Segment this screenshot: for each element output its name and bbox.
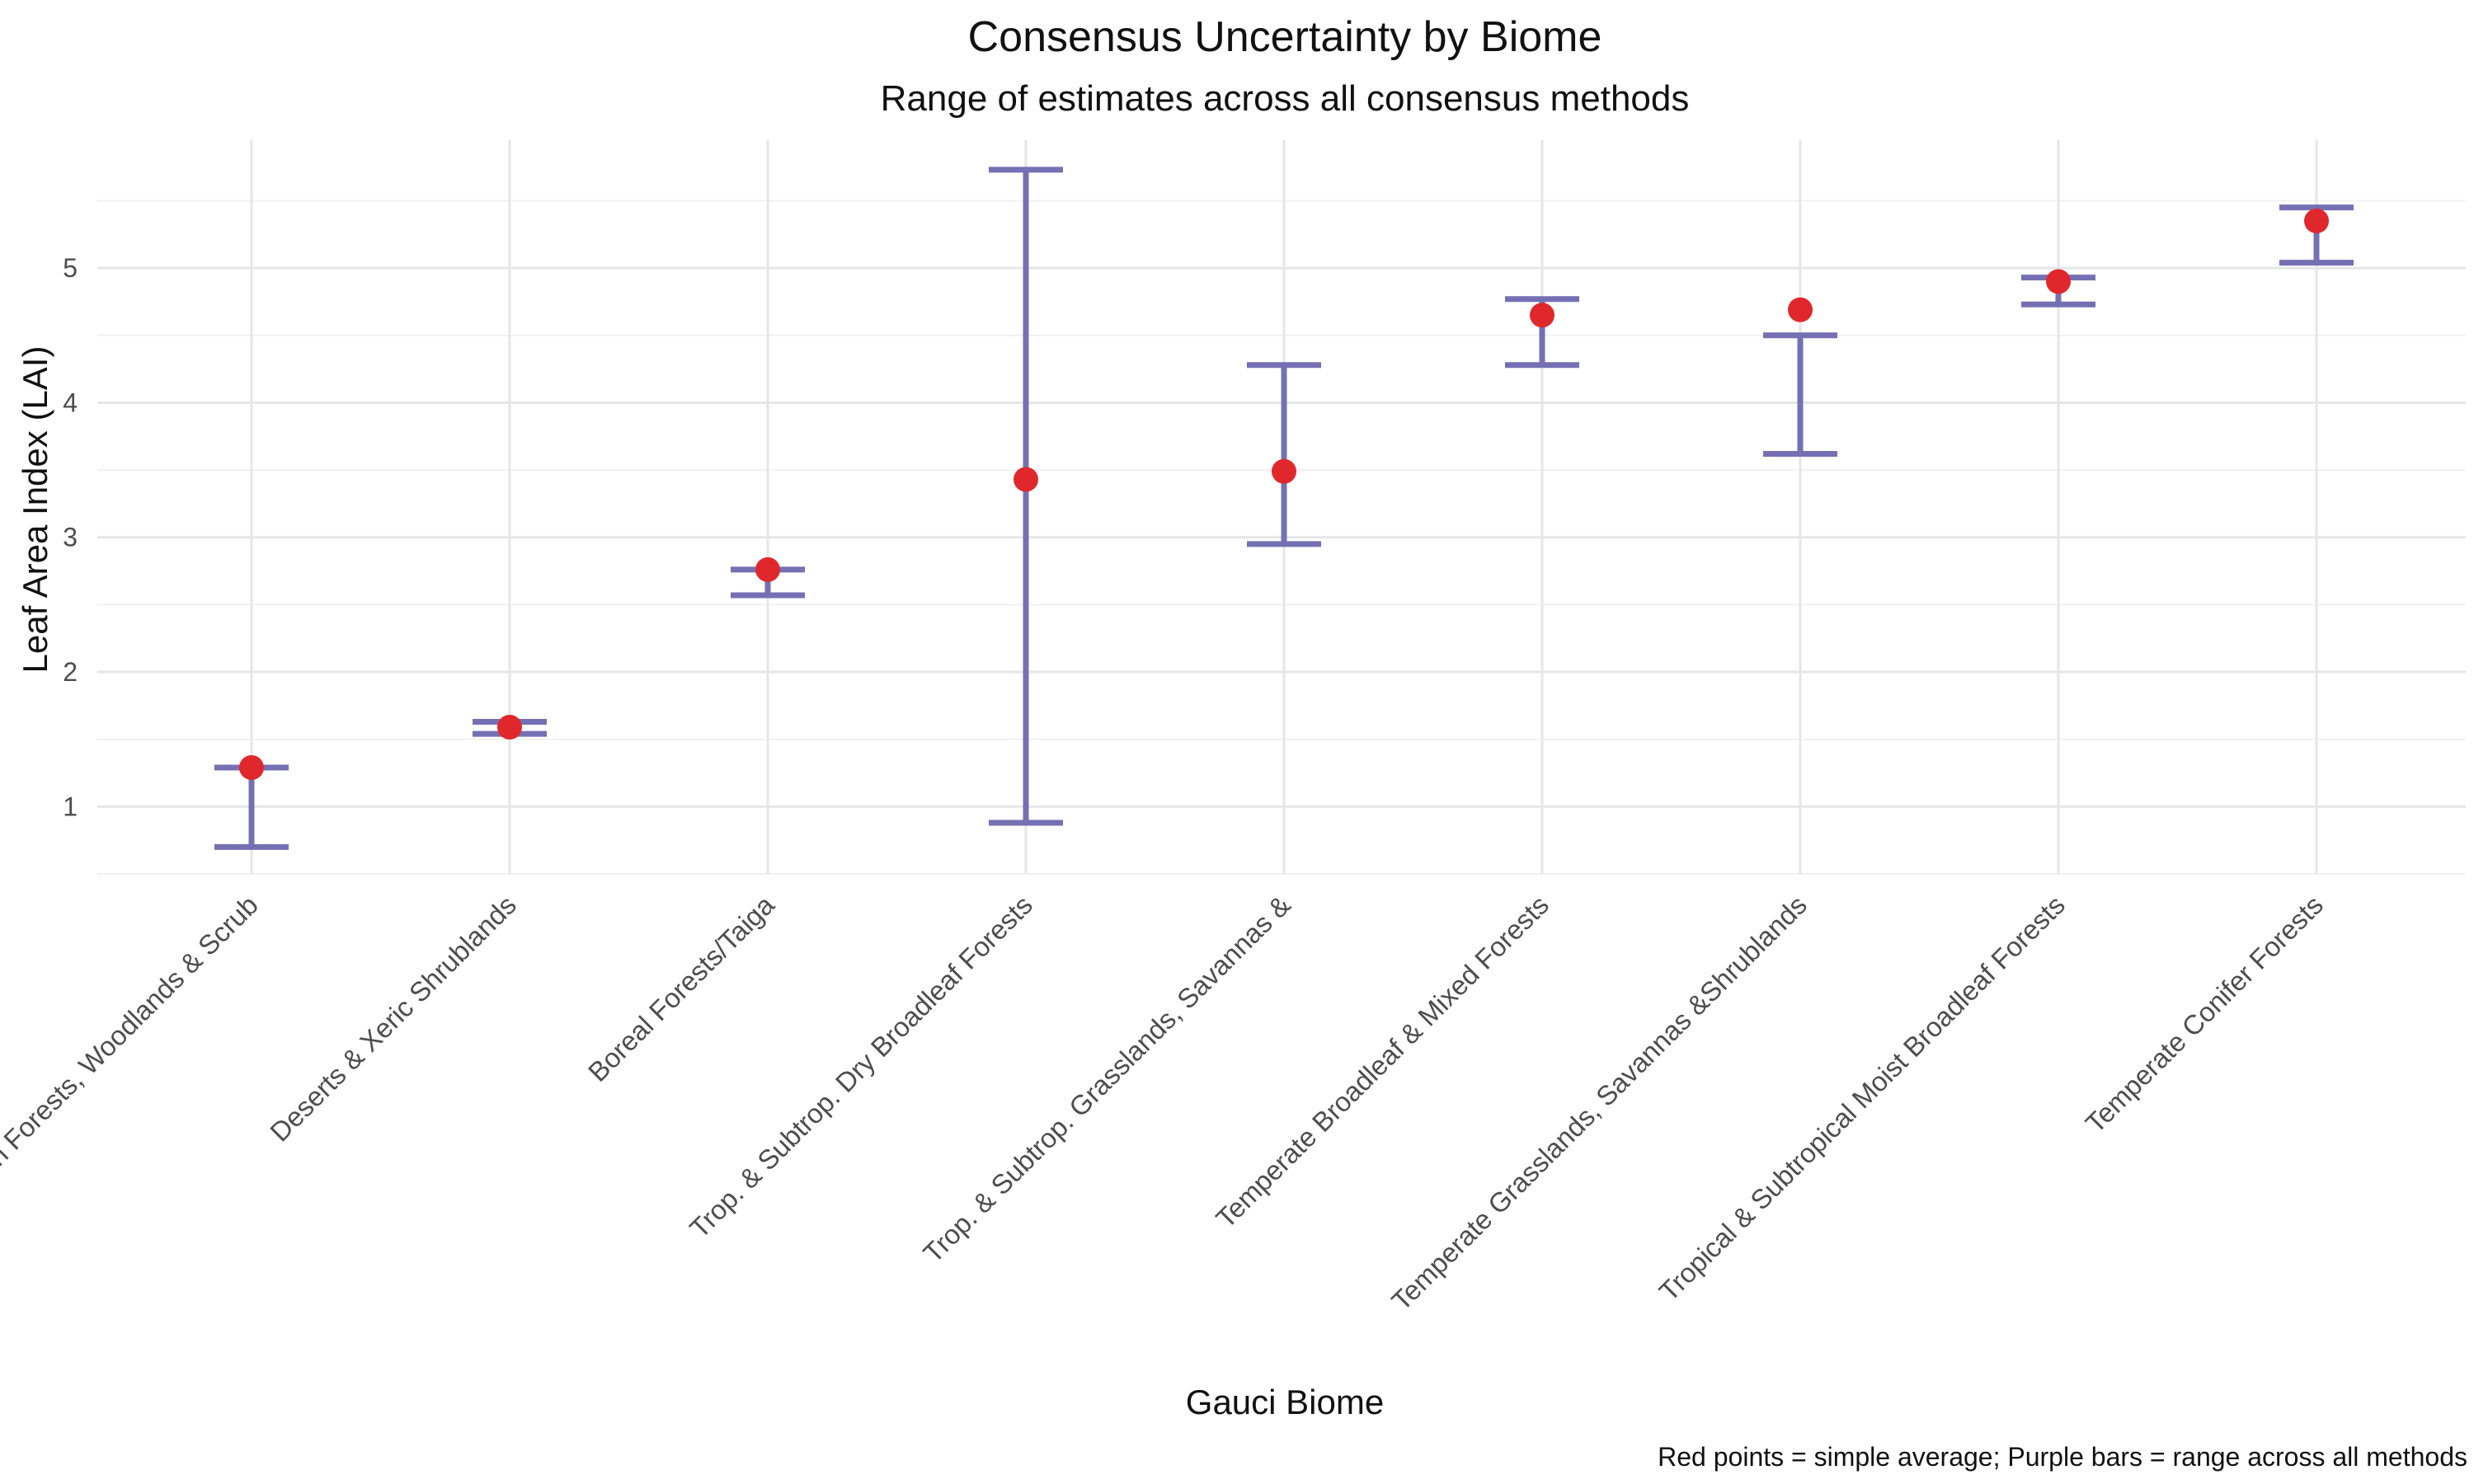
x-axis-title: Gauci Biome (1186, 1383, 1384, 1421)
average-point (1014, 467, 1038, 492)
y-axis-ticks: 1 2 3 4 5 (63, 253, 78, 821)
range-bar (989, 167, 1063, 826)
x-axis-ticks: Mediterranean Forests, Woodlands & Scrub… (0, 889, 2329, 1316)
y-tick-label: 3 (63, 523, 78, 552)
y-tick-label: 2 (63, 657, 78, 687)
chart-caption: Red points = simple average; Purple bars… (1658, 1442, 2467, 1472)
x-tick-label: Temperate Grasslands, Savannas &Shrublan… (1385, 890, 1813, 1317)
chart-subtitle: Range of estimates across all consensus … (881, 78, 1690, 119)
x-tick-label: Mediterranean Forests, Woodlands & Scrub (0, 890, 264, 1285)
x-tick-label: Temperate Conifer Forests (2080, 890, 2329, 1139)
average-point (1788, 297, 1813, 322)
average-point (755, 556, 780, 582)
average-point (2304, 208, 2329, 233)
average-point (1272, 458, 1296, 484)
y-tick-label: 4 (63, 387, 78, 417)
x-tick-label: Deserts & Xeric Shrublands (264, 890, 522, 1148)
average-point (497, 715, 522, 740)
chart-title: Consensus Uncertainty by Biome (968, 13, 1602, 61)
y-tick-label: 1 (63, 791, 78, 821)
y-tick-label: 5 (63, 253, 78, 283)
y-axis-title: Leaf Area Index (LAI) (16, 346, 54, 674)
range-bar (1763, 332, 1837, 457)
average-point (239, 754, 264, 780)
grid (97, 140, 2466, 875)
average-point (1530, 303, 1554, 328)
average-points (239, 208, 2329, 780)
x-tick-label: Tropical & Subtropical Moist Broadleaf F… (1653, 890, 2070, 1307)
range-bar (1247, 362, 1321, 547)
average-point (2046, 269, 2071, 294)
x-tick-label: Boreal Forests/Taiga (582, 889, 781, 1087)
